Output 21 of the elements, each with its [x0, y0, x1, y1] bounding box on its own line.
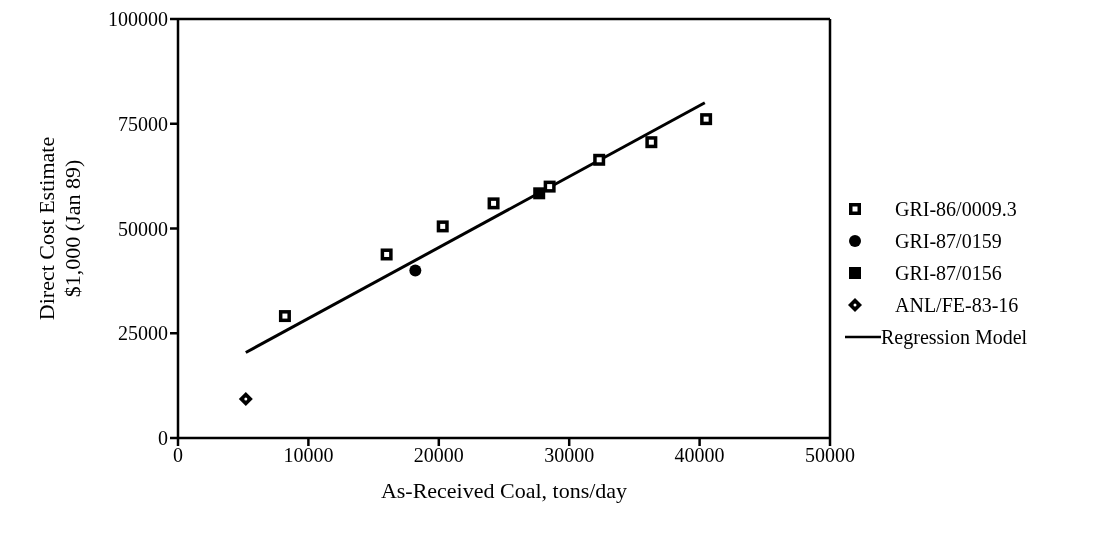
- x-tick-label: 20000: [413, 444, 464, 467]
- x-tick-label: 0: [173, 444, 183, 467]
- x-tick-label: 40000: [674, 444, 725, 467]
- x-tick-label: 50000: [805, 444, 855, 467]
- legend-label: GRI-86/0009.3: [895, 197, 1017, 222]
- y-tick-label: 0: [158, 427, 168, 450]
- y-tick-label: 25000: [118, 322, 168, 345]
- x-tick-label: 10000: [283, 444, 334, 467]
- x-axis-title: As-Received Coal, tons/day: [380, 478, 628, 503]
- point: [409, 264, 422, 277]
- y-axis-title: Direct Cost Estimate $1,000 (Jan 89): [34, 136, 85, 321]
- y-tick-label: 100000: [108, 8, 168, 31]
- y-tick-label: 50000: [118, 217, 168, 240]
- legend-label: GRI-87/0156: [895, 261, 1002, 286]
- legend-label: ANL/FE-83-16: [895, 293, 1019, 318]
- point: [533, 187, 546, 200]
- y-tick-label: 75000: [118, 112, 168, 135]
- x-tick-label: 30000: [544, 444, 595, 467]
- legend-label: GRI-87/0159: [895, 229, 1002, 254]
- point: [238, 392, 253, 407]
- legend-label: Regression Model: [881, 325, 1028, 351]
